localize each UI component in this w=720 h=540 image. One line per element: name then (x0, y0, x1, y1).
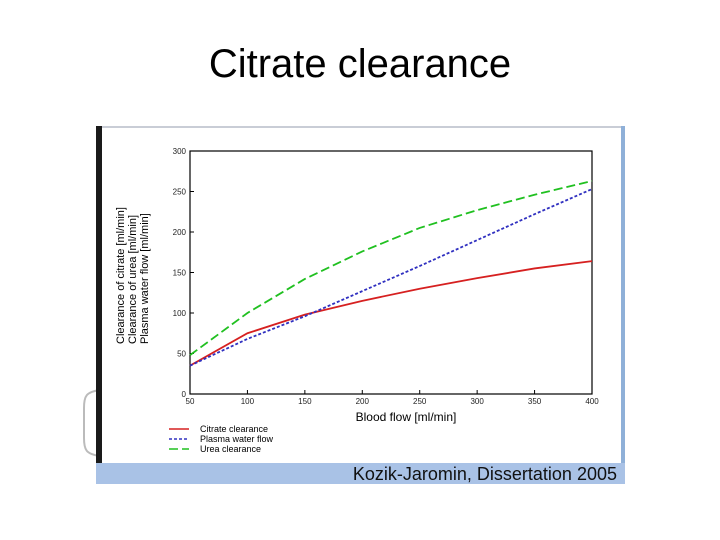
series-lines (189, 180, 593, 367)
x-tick-label: 100 (241, 397, 255, 406)
y-axis-label-line: Clearance of citrate [ml/min] (115, 207, 127, 344)
credit-text: Kozik-Jaromin, Dissertation 2005 (352, 464, 617, 484)
x-tick-label: 200 (356, 397, 370, 406)
y-axis-label-line: Clearance of urea [ml/min] (127, 215, 139, 344)
y-tick-label: 150 (173, 269, 187, 278)
y-tick-label: 200 (173, 228, 187, 237)
y-axis-labels: Clearance of citrate [ml/min] Clearance o… (115, 207, 151, 344)
series-line-plasma-water-flow (189, 188, 593, 367)
x-tick-label: 350 (528, 397, 542, 406)
figure-left-border (96, 126, 102, 484)
y-axis-ticks: 0 50 100 150 200 250 300 (173, 147, 194, 399)
credit-bar: Kozik-Jaromin, Dissertation 2005 (96, 463, 625, 484)
x-tick-label: 400 (585, 397, 599, 406)
series-line-urea-clearance (189, 180, 593, 356)
x-axis-label: Blood flow [ml/min] (356, 410, 457, 424)
y-tick-label: 0 (182, 390, 187, 399)
y-tick-label: 50 (177, 350, 186, 359)
series-line-citrate-clearance (189, 260, 593, 367)
figure-top-border (96, 126, 625, 128)
legend-label: Plasma water flow (200, 434, 274, 444)
figure-right-border (621, 126, 625, 484)
legend-label: Citrate clearance (200, 424, 268, 434)
x-tick-label: 50 (186, 397, 195, 406)
chart-figure: 0 50 100 150 200 250 300 50 100 150 200 250 300 350 4… (96, 126, 625, 484)
background-bracket (83, 389, 101, 457)
y-tick-label: 100 (173, 309, 187, 318)
x-axis-ticks: 50 100 150 200 250 300 350 400 (186, 390, 599, 406)
slide-title: Citrate clearance (208, 42, 512, 86)
y-axis-label-line: Plasma water flow [ml/min] (139, 213, 151, 344)
x-tick-label: 150 (298, 397, 312, 406)
y-tick-label: 250 (173, 188, 187, 197)
x-tick-label: 300 (470, 397, 484, 406)
plot-frame (189, 150, 593, 395)
y-tick-label: 300 (173, 147, 187, 156)
x-tick-label: 250 (413, 397, 427, 406)
legend-label: Urea clearance (200, 444, 261, 454)
